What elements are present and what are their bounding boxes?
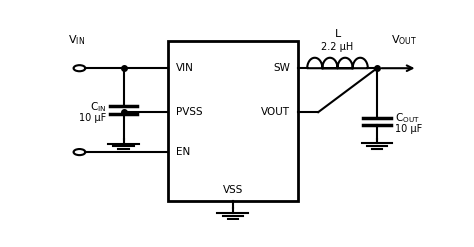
Text: SW: SW — [273, 63, 290, 73]
Text: $\mathregular{C_{IN}}$: $\mathregular{C_{IN}}$ — [91, 100, 107, 114]
Text: $\mathregular{V_{IN}}$: $\mathregular{V_{IN}}$ — [68, 33, 85, 47]
Text: VSS: VSS — [223, 185, 243, 195]
Text: 2.2 μH: 2.2 μH — [321, 42, 354, 52]
Bar — [168, 41, 298, 201]
Text: EN: EN — [176, 147, 190, 157]
Text: $\mathregular{C_{OUT}}$: $\mathregular{C_{OUT}}$ — [395, 111, 420, 125]
Text: PVSS: PVSS — [176, 107, 202, 117]
Text: VOUT: VOUT — [261, 107, 290, 117]
Text: VIN: VIN — [176, 63, 193, 73]
Text: $\mathregular{V_{OUT}}$: $\mathregular{V_{OUT}}$ — [392, 33, 418, 47]
Text: 10 μF: 10 μF — [79, 113, 107, 123]
Text: L: L — [334, 29, 341, 39]
Text: 10 μF: 10 μF — [395, 124, 423, 134]
